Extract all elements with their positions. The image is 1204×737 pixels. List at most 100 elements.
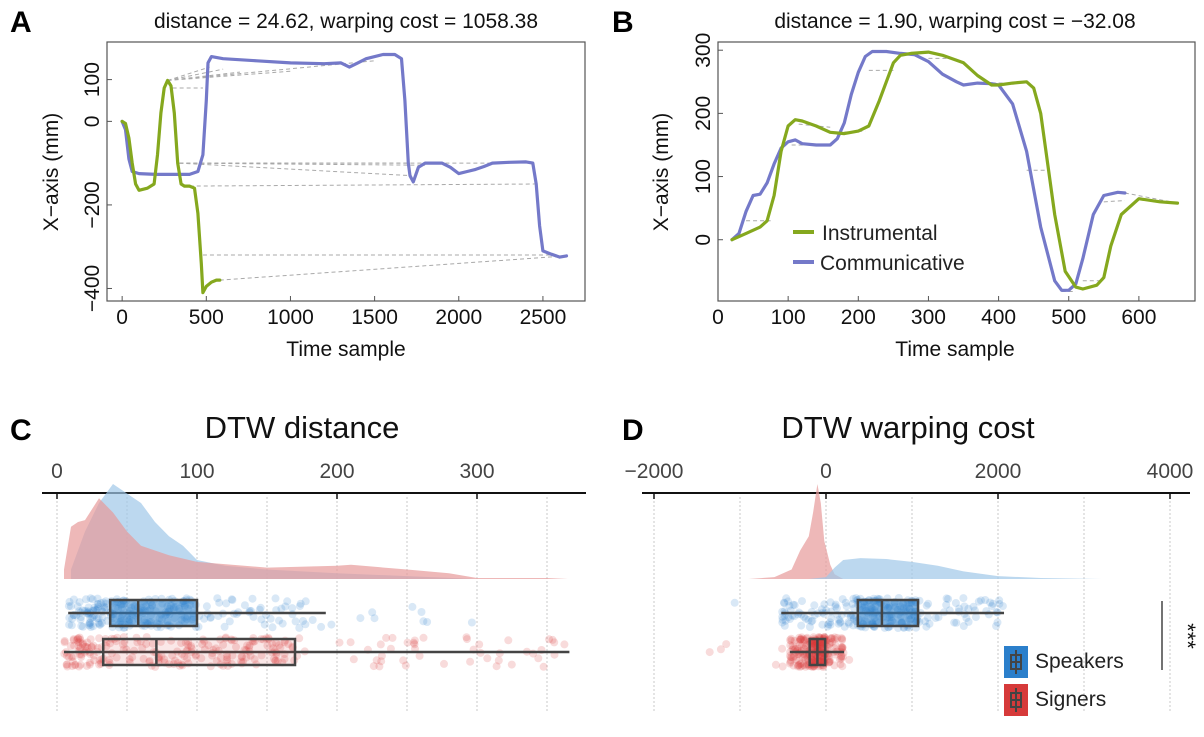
data-point-signers [212, 657, 221, 666]
data-point-speakers [95, 620, 104, 629]
significance-stars: *** [1175, 623, 1200, 649]
data-point-speakers [844, 618, 853, 627]
data-point-signers [242, 653, 251, 662]
data-point-signers [824, 658, 833, 667]
data-point-signers [797, 662, 806, 671]
data-point-speakers [249, 612, 258, 621]
data-point-signers [838, 643, 847, 652]
data-point-signers [71, 661, 79, 670]
data-point-signers [838, 643, 847, 652]
data-point-speakers [810, 601, 819, 610]
data-point-speakers [784, 597, 792, 606]
data-point-signers [157, 651, 166, 660]
data-point-signers [786, 658, 795, 667]
data-point-speakers [296, 599, 305, 608]
data-point-signers [795, 640, 804, 649]
data-point-signers [82, 661, 91, 670]
data-point-signers [89, 651, 98, 660]
data-point-signers [180, 652, 189, 661]
data-point-signers [105, 655, 114, 664]
data-point-signers [837, 654, 846, 663]
data-point-speakers [840, 622, 849, 631]
data-point-speakers [101, 603, 110, 612]
panel-a: A distance = 24.62, warping cost = 1058.… [10, 6, 586, 361]
data-point-speakers [942, 600, 951, 609]
x-tick-label: 2000 [435, 306, 482, 329]
data-point-signers [462, 633, 471, 642]
data-point-signers [809, 657, 818, 665]
data-point-signers [86, 658, 94, 667]
data-point-signers [837, 652, 846, 661]
y-tick-label: 100 [81, 62, 104, 97]
legend-key-speakers [1004, 646, 1028, 678]
data-point-signers [68, 657, 77, 666]
data-point-speakers [278, 619, 287, 628]
data-point-signers [295, 634, 304, 643]
data-point-signers [831, 640, 840, 649]
data-point-signers [778, 662, 787, 671]
data-point-speakers [826, 598, 835, 607]
data-point-signers [787, 634, 796, 643]
data-point-signers [66, 642, 75, 650]
data-point-signers [809, 655, 818, 664]
data-point-speakers [960, 602, 969, 611]
data-point-signers [794, 661, 803, 670]
x-tick-label: 1000 [267, 306, 314, 329]
data-point-speakers [959, 594, 968, 603]
data-point-signers [799, 635, 808, 644]
data-point-signers [276, 643, 285, 652]
data-point-speakers [818, 620, 827, 629]
data-point-speakers [77, 613, 85, 621]
data-point-speakers [921, 617, 929, 626]
data-point-signers [548, 635, 557, 644]
data-point-signers [376, 640, 385, 649]
data-point-signers [828, 638, 837, 646]
data-point-signers [228, 651, 237, 660]
data-point-signers [716, 645, 725, 654]
panel-b-x-label: Time sample [895, 338, 1014, 361]
data-point-speakers [93, 604, 102, 613]
data-point-speakers [955, 604, 964, 613]
data-point-speakers [94, 619, 103, 627]
data-point-signers [369, 662, 378, 671]
x-tick-label: 0 [116, 306, 128, 329]
data-point-signers [232, 642, 240, 651]
data-point-speakers [76, 615, 85, 624]
data-point-signers [284, 640, 293, 648]
data-point-speakers [370, 614, 379, 623]
data-point-signers [789, 644, 798, 653]
data-point-signers [786, 636, 795, 644]
data-point-signers [801, 653, 809, 662]
data-point-signers [75, 662, 83, 671]
data-point-signers [789, 661, 798, 670]
data-point-signers [138, 644, 147, 653]
panel-a-x-ticks: 0 500 1000 1500 2000 2500 [116, 296, 566, 329]
data-point-signers [77, 653, 86, 661]
panel-b-title: distance = 1.90, warping cost = −32.08 [774, 10, 1135, 33]
data-point-speakers [206, 613, 215, 622]
data-point-signers [160, 655, 169, 664]
data-point-speakers [850, 613, 858, 622]
data-point-signers [801, 636, 809, 645]
data-point-speakers [846, 612, 855, 621]
data-point-signers [102, 638, 111, 647]
data-point-signers [494, 656, 503, 665]
data-point-speakers [817, 605, 826, 614]
data-point-speakers [780, 621, 789, 630]
data-point-speakers [977, 596, 985, 605]
data-point-speakers [988, 599, 997, 608]
panel-c: C DTW distance 0 100 200 300 [10, 410, 586, 712]
data-point-speakers [277, 604, 286, 613]
data-point-signers [838, 643, 847, 652]
data-point-speakers [93, 594, 102, 603]
data-point-signers [786, 641, 795, 650]
data-point-signers [830, 644, 839, 653]
data-point-speakers [291, 617, 300, 626]
panel-b-y-ticks: 0 100 200 300 [692, 33, 723, 246]
density-signers [64, 498, 568, 579]
panel-a-warping-lines [167, 60, 567, 281]
x-tick-label: 100 [179, 460, 214, 483]
series-line-communicative [730, 49, 1127, 292]
data-point-signers [79, 639, 88, 648]
data-point-speakers [823, 622, 832, 631]
